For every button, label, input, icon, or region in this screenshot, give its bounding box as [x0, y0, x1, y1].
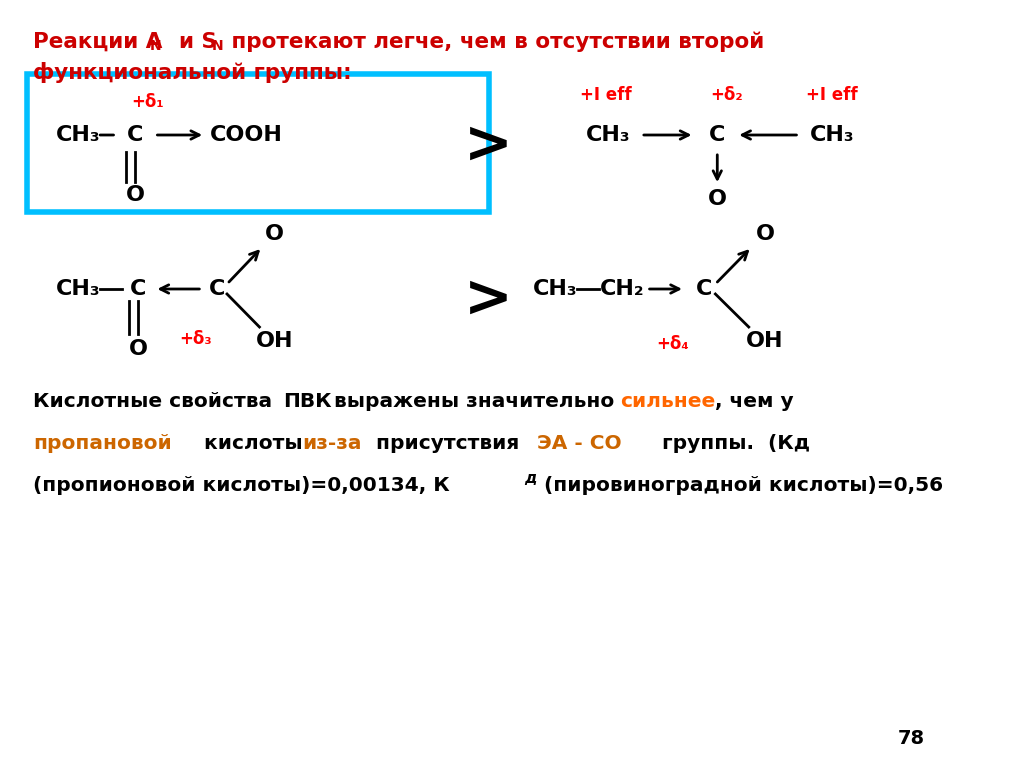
- Bar: [27, 74, 489, 212]
- Text: пропановой: пропановой: [34, 434, 172, 453]
- Text: >: >: [464, 117, 513, 173]
- Text: C: C: [209, 279, 225, 299]
- Text: ПВК: ПВК: [284, 392, 332, 411]
- Text: CH₂: CH₂: [600, 279, 644, 299]
- Text: C: C: [695, 279, 712, 299]
- Text: C: C: [709, 125, 725, 145]
- Text: , чем у: , чем у: [716, 392, 794, 411]
- Text: O: O: [756, 224, 774, 244]
- Text: O: O: [265, 224, 285, 244]
- Text: +I eff: +I eff: [806, 86, 857, 104]
- Text: O: O: [129, 339, 147, 359]
- Text: C: C: [127, 125, 143, 145]
- Text: (пировиноградной кислоты)=0,56: (пировиноградной кислоты)=0,56: [544, 476, 943, 495]
- Text: протекают легче, чем в отсутствии второй: протекают легче, чем в отсутствии второй: [224, 32, 764, 52]
- Text: группы.  (Кд: группы. (Кд: [655, 434, 810, 453]
- Text: д: д: [524, 471, 537, 486]
- Text: OH: OH: [256, 331, 294, 351]
- Text: сильнее: сильнее: [620, 392, 715, 411]
- Text: >: >: [464, 271, 513, 328]
- Text: CH₃: CH₃: [586, 125, 631, 145]
- Text: +δ₂: +δ₂: [711, 86, 743, 104]
- Text: +δ₄: +δ₄: [656, 335, 689, 353]
- Text: кислоты: кислоты: [198, 434, 310, 453]
- Text: и S: и S: [164, 32, 217, 52]
- Text: N: N: [151, 39, 162, 53]
- Text: выражены значительно: выражены значительно: [327, 392, 622, 411]
- Text: +δ₁: +δ₁: [131, 93, 164, 111]
- Text: 78: 78: [897, 729, 925, 749]
- Text: CH₃: CH₃: [809, 125, 854, 145]
- Text: O: O: [708, 189, 727, 209]
- Text: (пропионовой кислоты)=0,00134, К: (пропионовой кислоты)=0,00134, К: [34, 476, 451, 495]
- Text: OH: OH: [746, 331, 783, 351]
- Text: +I eff: +I eff: [580, 86, 632, 104]
- Text: CH₃: CH₃: [532, 279, 578, 299]
- Text: +δ₃: +δ₃: [179, 330, 212, 348]
- Text: CH₃: CH₃: [56, 125, 100, 145]
- Text: Кислотные свойства: Кислотные свойства: [34, 392, 280, 411]
- Text: COOH: COOH: [210, 125, 283, 145]
- Text: O: O: [126, 185, 145, 205]
- Text: C: C: [130, 279, 146, 299]
- Text: CH₃: CH₃: [56, 279, 100, 299]
- Text: присутствия: присутствия: [369, 434, 526, 453]
- Text: функциональной группы:: функциональной группы:: [34, 62, 352, 83]
- Text: из-за: из-за: [302, 434, 361, 453]
- Text: ЭА - СО: ЭА - СО: [537, 434, 622, 453]
- Text: Реакции А: Реакции А: [34, 32, 163, 52]
- Text: N: N: [211, 39, 223, 53]
